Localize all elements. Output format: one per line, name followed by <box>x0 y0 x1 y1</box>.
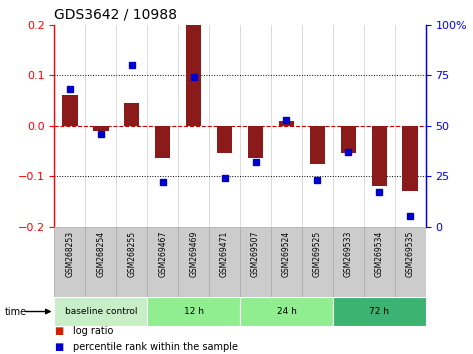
Bar <box>178 227 209 297</box>
Text: log ratio: log ratio <box>73 326 114 336</box>
Text: GSM269471: GSM269471 <box>220 231 229 277</box>
Bar <box>248 126 263 159</box>
Text: baseline control: baseline control <box>64 307 137 316</box>
Bar <box>333 227 364 297</box>
Text: time: time <box>5 307 27 316</box>
Bar <box>217 126 232 153</box>
Bar <box>240 227 271 297</box>
Bar <box>364 227 395 297</box>
Bar <box>333 297 426 326</box>
Text: 24 h: 24 h <box>277 307 297 316</box>
Bar <box>147 227 178 297</box>
Bar <box>240 297 333 326</box>
Text: GSM269533: GSM269533 <box>344 231 353 277</box>
Text: GSM269524: GSM269524 <box>282 231 291 277</box>
Bar <box>116 227 147 297</box>
Text: 72 h: 72 h <box>369 307 389 316</box>
Bar <box>302 227 333 297</box>
Bar <box>85 227 116 297</box>
Text: GSM269525: GSM269525 <box>313 231 322 277</box>
Bar <box>93 126 108 131</box>
Bar <box>186 25 201 126</box>
Bar <box>341 126 356 153</box>
Bar <box>395 227 426 297</box>
Text: ■: ■ <box>54 342 64 352</box>
Bar <box>54 297 147 326</box>
Text: GSM269467: GSM269467 <box>158 231 167 277</box>
Text: ■: ■ <box>54 326 64 336</box>
Text: GSM269535: GSM269535 <box>406 231 415 277</box>
Bar <box>155 126 170 159</box>
Text: 12 h: 12 h <box>184 307 204 316</box>
Text: percentile rank within the sample: percentile rank within the sample <box>73 342 238 352</box>
Bar <box>279 121 294 126</box>
Text: GSM269534: GSM269534 <box>375 231 384 277</box>
Bar <box>372 126 387 186</box>
Text: GSM269469: GSM269469 <box>189 231 198 277</box>
Text: GSM268253: GSM268253 <box>65 231 74 277</box>
Bar <box>124 103 140 126</box>
Bar <box>147 297 240 326</box>
Text: GSM268255: GSM268255 <box>127 231 136 277</box>
Bar <box>403 126 418 191</box>
Bar <box>209 227 240 297</box>
Text: GSM268254: GSM268254 <box>96 231 105 277</box>
Bar <box>271 227 302 297</box>
Text: GDS3642 / 10988: GDS3642 / 10988 <box>54 7 177 21</box>
Bar <box>62 95 78 126</box>
Bar <box>54 227 85 297</box>
Text: GSM269507: GSM269507 <box>251 231 260 277</box>
Bar <box>310 126 325 164</box>
